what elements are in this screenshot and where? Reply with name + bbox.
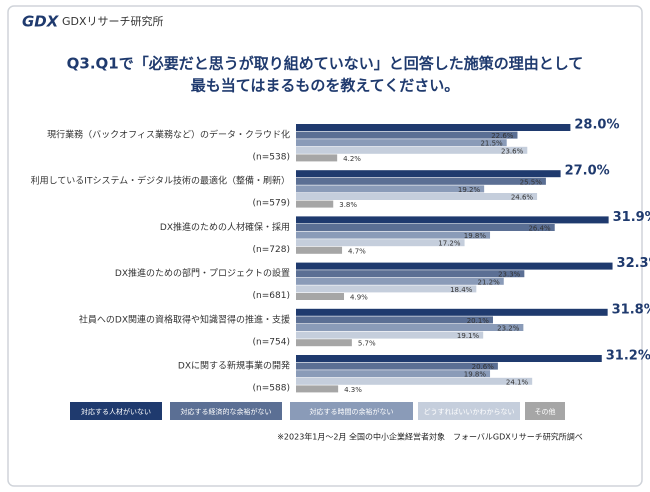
bar (296, 246, 343, 254)
value-label: 32.3% (617, 256, 650, 271)
bar (296, 285, 477, 293)
bar (296, 239, 465, 247)
bar (296, 293, 345, 300)
category-label: 利用しているITシステム・デジタル技術の最適化（整備・刷新） (31, 175, 290, 187)
category-label: 社員へのDX関連の資格取得や知識習得の推進・支援 (79, 313, 290, 325)
value-label: 24.6% (511, 194, 534, 202)
legend-label: どうすればいいかわからない (424, 407, 515, 416)
bar (296, 270, 525, 278)
bar (296, 216, 609, 224)
value-label: 4.7% (348, 247, 366, 255)
bar (296, 124, 571, 131)
legend-label: 対応する時間の余裕がない (310, 407, 394, 416)
legend-swatch (290, 402, 413, 420)
bar (296, 370, 491, 378)
value-label: 19.1% (457, 332, 480, 340)
bar (296, 316, 493, 324)
value-label: 19.2% (458, 186, 481, 194)
value-label: 5.7% (358, 340, 376, 348)
footnote: ※2023年1月～2月 全国の中小企業経営者対象 フォーバルGDXリサーチ研究所… (277, 432, 583, 442)
bar (296, 154, 338, 162)
bar (296, 185, 485, 193)
bar (296, 377, 533, 385)
value-label: 23.3% (498, 271, 521, 279)
bar (296, 362, 498, 370)
value-label: 4.9% (350, 294, 368, 302)
bar (296, 324, 524, 331)
value-label: 20.6% (472, 363, 495, 371)
value-label: 23.2% (497, 325, 520, 333)
legend-swatch (70, 402, 162, 420)
sample-size: (n=728) (253, 245, 290, 255)
legend-label: 対応する経済的な余裕がない (181, 407, 272, 416)
value-label: 28.0% (574, 118, 619, 133)
value-label: 23.6% (501, 147, 524, 155)
sample-size: (n=579) (253, 199, 290, 209)
value-label: 4.3% (344, 386, 362, 394)
bar (296, 262, 613, 270)
bar (296, 139, 507, 147)
value-label: 19.8% (464, 371, 487, 379)
bar (296, 231, 491, 239)
value-label: 31.9% (613, 210, 650, 225)
category-label: 現行業務（バックオフィス業務など）のデータ・クラウド化 (47, 129, 290, 141)
legend-label: 対応する人材がいない (81, 407, 151, 416)
category-label: DXに関する新規事業の開発 (178, 360, 290, 372)
chart-title: 最も当てはまるものを教えてください。 (191, 77, 460, 95)
value-label: 26.4% (528, 225, 551, 233)
bar (296, 308, 608, 316)
legend-swatch (525, 402, 565, 420)
value-label: 17.2% (438, 240, 461, 248)
value-label: 20.1% (467, 317, 490, 325)
value-label: 3.8% (339, 201, 357, 209)
value-label: 22.6% (491, 132, 514, 140)
value-label: 31.2% (606, 349, 650, 364)
bar (296, 385, 339, 393)
bar (296, 200, 334, 208)
legend-label: その他 (535, 407, 556, 416)
legend-swatch (418, 402, 520, 420)
sample-size: (n=754) (253, 337, 290, 347)
bar (296, 224, 555, 231)
bar (296, 355, 602, 362)
bar (296, 177, 546, 185)
value-label: 31.8% (612, 302, 650, 317)
sample-size: (n=681) (253, 291, 290, 301)
bar (296, 277, 504, 285)
sample-size: (n=588) (253, 384, 290, 394)
bar (296, 339, 352, 347)
value-label: 18.4% (450, 286, 473, 294)
logo: GDX (22, 13, 60, 31)
bar (296, 193, 538, 200)
category-label: DX推進のための部門・プロジェクトの設置 (115, 267, 290, 279)
chart-title: Q3.Q1で「必要だと思うが取り組めていない」と回答した施策の理由として (67, 55, 584, 73)
sample-size: (n=538) (253, 153, 290, 163)
bar (296, 131, 518, 139)
legend-swatch (170, 402, 282, 420)
bar (296, 170, 561, 178)
value-label: 21.2% (478, 278, 501, 286)
value-label: 19.8% (464, 232, 487, 240)
brand-name: GDXリサーチ研究所 (62, 14, 164, 28)
value-label: 25.5% (520, 178, 543, 186)
value-label: 24.1% (506, 378, 529, 386)
bar (296, 331, 484, 339)
value-label: 4.2% (343, 155, 361, 163)
category-label: DX推進のための人材確保・採用 (160, 221, 290, 233)
value-label: 27.0% (565, 164, 610, 179)
bar (296, 146, 528, 154)
value-label: 21.5% (480, 140, 503, 148)
